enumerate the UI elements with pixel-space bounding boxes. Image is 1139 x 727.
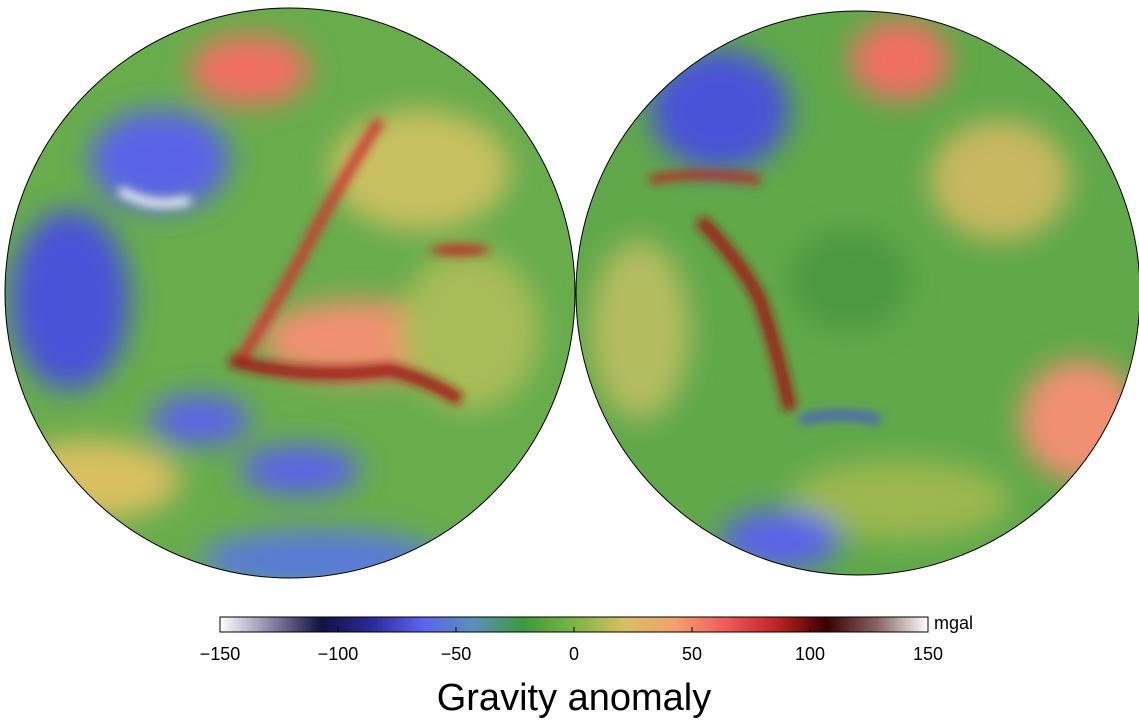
page: mgal Gravity anomaly −150 −100 −50 0 50 100 15… [0,0,1139,727]
colorbar-tick-label: −100 [318,644,359,664]
colorbar-tick-label: 0 [569,644,579,664]
left-hemisphere [0,0,580,590]
colorbar-tick-label: −150 [200,644,241,664]
colorbar-tick-label: 150 [913,644,943,664]
colorbar-tick-label: 100 [795,644,825,664]
title: Gravity anomaly [437,677,712,719]
right-hemisphere [570,0,1139,580]
colorbar-unit: mgal [934,613,973,633]
figure: mgal Gravity anomaly −150 −100 −50 0 50 100 15… [0,0,1139,722]
colorbar-tick-label: −50 [441,644,472,664]
colorbar-tick-label: 50 [682,644,702,664]
